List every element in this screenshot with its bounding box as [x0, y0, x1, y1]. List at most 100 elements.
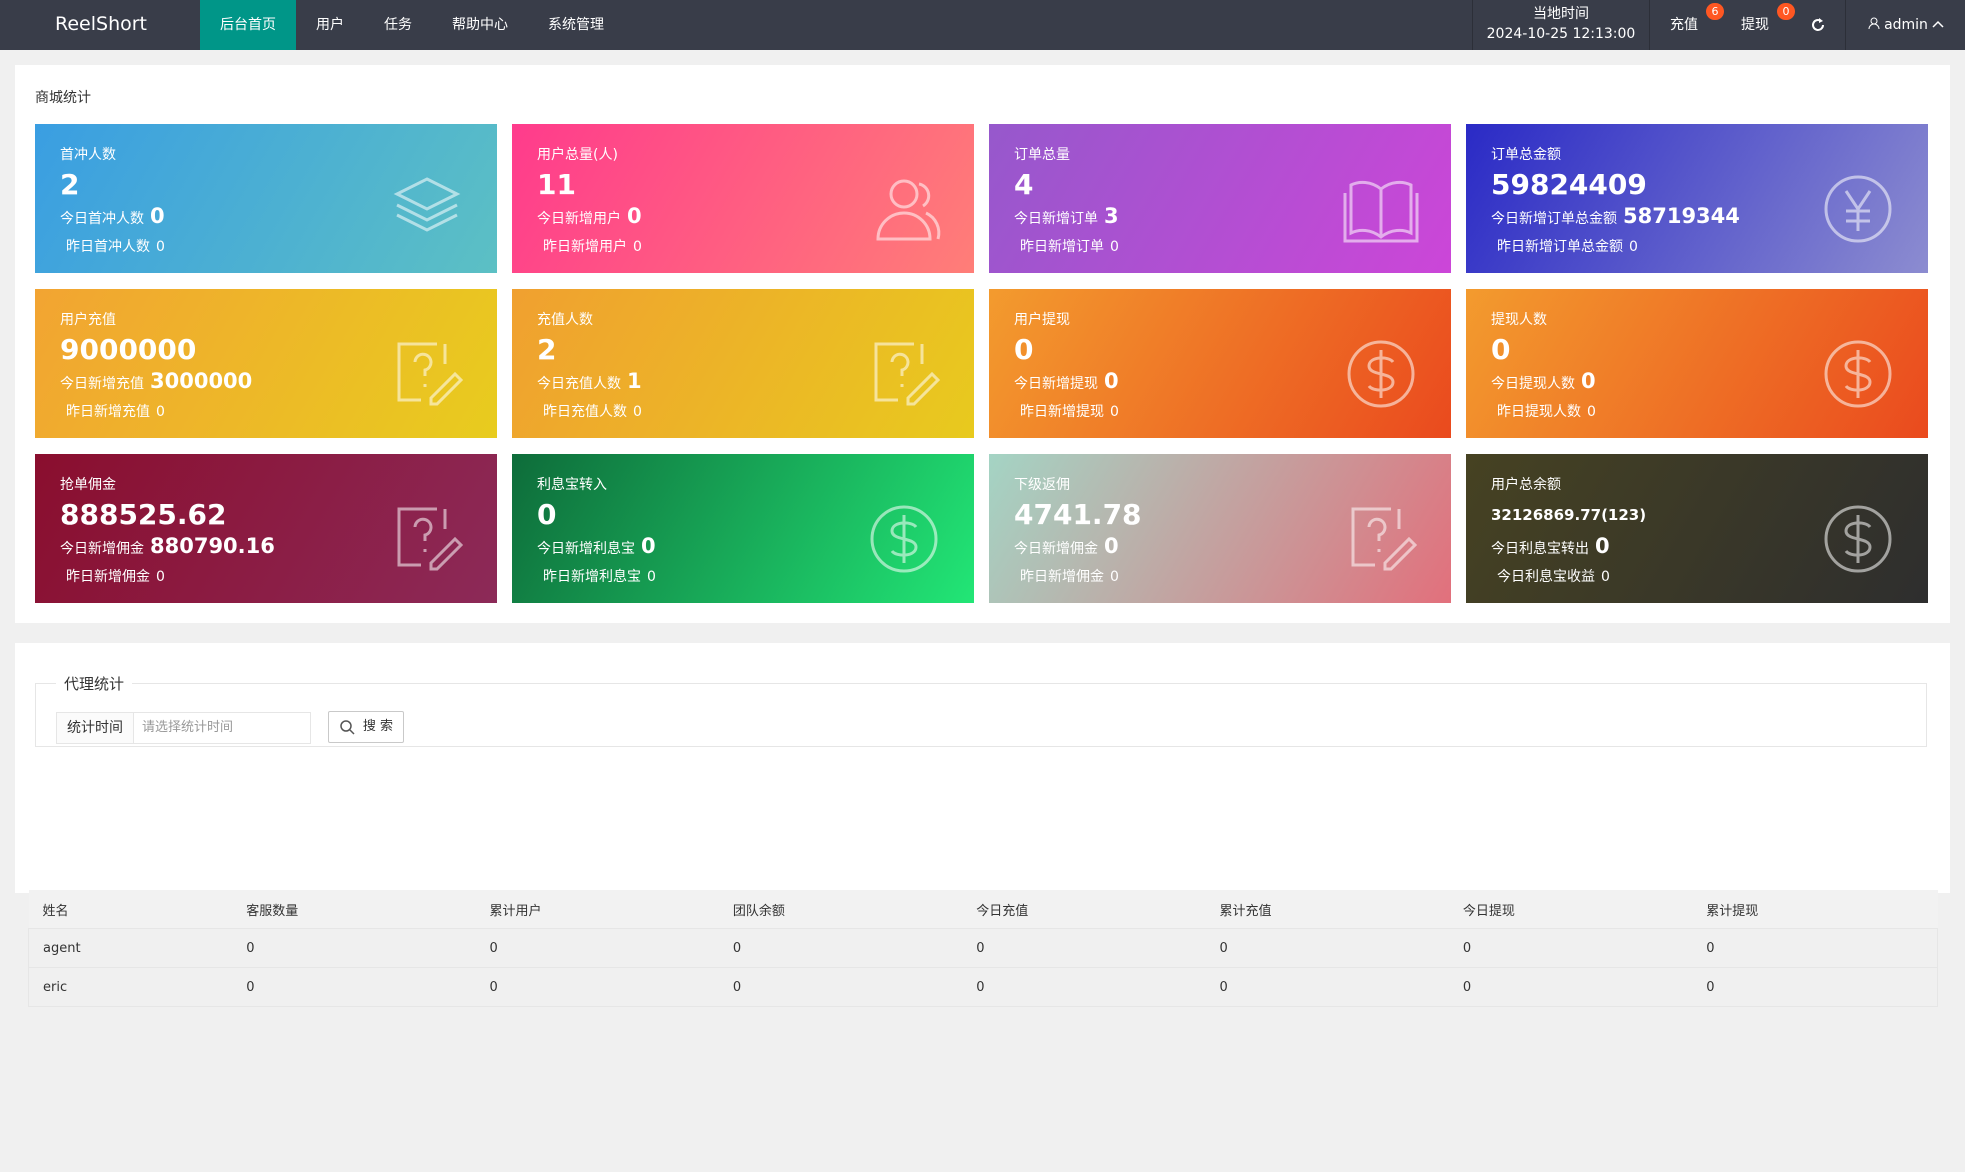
today-value: 880790.16: [150, 534, 275, 558]
card-value: 4: [1014, 168, 1034, 201]
table-cell: 0: [718, 928, 963, 968]
stat-card: 提现人数 0 今日提现人数 0 昨日提现人数 0: [1466, 289, 1928, 438]
today-value: 0: [627, 204, 642, 228]
today-row: 今日新增佣金 0: [1014, 534, 1119, 558]
search-label[interactable]: 搜 索: [362, 719, 393, 734]
card-value: 0: [1014, 333, 1034, 366]
column-header: 累计用户: [475, 890, 719, 929]
yesterday-label: 昨日新增佣金: [66, 569, 150, 585]
column-header: 今日充值: [962, 890, 1206, 929]
card-icon: [1824, 505, 1892, 573]
table-cell: agent: [28, 928, 233, 968]
yesterday-row: 昨日新增提现 0: [1014, 401, 1119, 421]
column-header: 累计充值: [1205, 890, 1449, 929]
user-menu[interactable]: admin: [1845, 0, 1965, 50]
card-value: 0: [537, 498, 557, 531]
badge: 0: [1777, 3, 1795, 20]
today-row: 今日新增利息宝 0: [537, 534, 656, 558]
nav-item[interactable]: 后台首页: [200, 0, 296, 50]
yesterday-label: 昨日提现人数: [1497, 404, 1581, 420]
card-title: 首冲人数: [60, 147, 116, 163]
yesterday-value: 0: [633, 404, 642, 420]
table-cell: 0: [962, 928, 1206, 968]
table-cell: 0: [1692, 967, 1938, 1007]
time: 2024-10-25 12:13:00: [1486, 26, 1636, 42]
card-value: 9000000: [60, 333, 197, 366]
stats-panel: 商城统计 首冲人数 2 今日首冲人数 0 昨日首冲人数 0 用户总量(人) 11 今日新增用户 0…: [15, 65, 1950, 623]
card-title: 提现人数: [1491, 312, 1547, 328]
today-label: 今日新增利息宝: [537, 541, 635, 557]
today-label: 今日提现人数: [1491, 376, 1575, 392]
nav: 后台首页 用户 任务 帮助中心 系统管理: [200, 0, 624, 50]
table-cell: 0: [232, 928, 476, 968]
yesterday-row: 昨日新增用户 0: [537, 236, 642, 256]
time-label: 当地时间: [1533, 6, 1589, 22]
today-row: 今日新增佣金 880790.16: [60, 534, 275, 558]
today-value: 0: [1581, 369, 1596, 393]
stat-card: 订单总量 4 今日新增订单 3 昨日新增订单 0: [989, 124, 1451, 273]
card-title: 订单总量: [1014, 147, 1070, 163]
card-icon: [1347, 340, 1415, 408]
card-title: 抢单佣金: [60, 477, 116, 493]
nav-item[interactable]: 系统管理: [548, 17, 604, 33]
stat-card: 订单总金额 59824409 今日新增订单总金额 58719344 昨日新增订单总金额 0: [1466, 124, 1928, 273]
date-input[interactable]: 请选择统计时间: [133, 712, 311, 744]
logo[interactable]: ReelShort: [55, 13, 147, 35]
table-cell: 0: [232, 967, 476, 1007]
today-label: 今日首冲人数: [60, 211, 144, 227]
table-cell: 0: [962, 967, 1206, 1007]
card-value: 2: [537, 333, 557, 366]
card-icon: [393, 177, 461, 232]
yesterday-value: 0: [1110, 404, 1119, 420]
table-cell: 0: [1692, 928, 1938, 968]
today-row: 今日新增订单 3: [1014, 204, 1119, 228]
yesterday-row: 昨日新增充值 0: [60, 401, 165, 421]
today-row: 今日新增充值 3000000: [60, 369, 252, 393]
yesterday-label: 昨日首冲人数: [66, 239, 150, 255]
card-title: 利息宝转入: [537, 477, 607, 493]
card-title: 用户总量(人): [537, 147, 618, 163]
yesterday-row: 昨日新增订单 0: [1014, 236, 1119, 256]
card-value: 2: [60, 168, 80, 201]
yesterday-row: 昨日充值人数 0: [537, 401, 642, 421]
filter: 代理统计 统计时间 请选择统计时间 搜 索: [35, 673, 1927, 747]
card-icon: [876, 179, 941, 241]
withdraw-label[interactable]: 提现: [1741, 17, 1769, 33]
stat-card: 利息宝转入 0 今日新增利息宝 0 昨日新增利息宝 0: [512, 454, 974, 603]
yesterday-label: 昨日新增提现: [1020, 404, 1104, 420]
yesterday-label: 今日利息宝收益: [1497, 569, 1595, 585]
legend: 代理统计: [64, 675, 125, 693]
yesterday-label: 昨日新增佣金: [1020, 569, 1104, 585]
withdraw[interactable]: 提现 0: [1741, 0, 1795, 50]
card-icon: [1824, 340, 1892, 408]
yesterday-value: 0: [156, 404, 165, 420]
user-name[interactable]: admin: [1884, 17, 1928, 33]
table-cell: 0: [1448, 967, 1693, 1007]
yesterday-label: 昨日新增订单总金额: [1497, 239, 1623, 255]
column-header: 姓名: [28, 890, 233, 929]
yesterday-value: 0: [1601, 569, 1610, 585]
table-cell: 0: [475, 967, 719, 1007]
yesterday-row: 昨日提现人数 0: [1491, 401, 1596, 421]
refresh[interactable]: [1810, 17, 1826, 33]
nav-item[interactable]: 用户: [316, 17, 344, 33]
yesterday-label: 昨日充值人数: [543, 404, 627, 420]
search-button[interactable]: 搜 索: [328, 711, 404, 743]
user-icon: [1868, 17, 1880, 30]
recharge[interactable]: 充值 6: [1670, 0, 1724, 50]
today-row: 今日提现人数 0: [1491, 369, 1596, 393]
nav-item[interactable]: 帮助中心: [452, 17, 508, 33]
recharge-label[interactable]: 充值: [1670, 17, 1698, 33]
yesterday-value: 0: [1110, 239, 1119, 255]
stat-card: 抢单佣金 888525.62 今日新增佣金 880790.16 昨日新增佣金 0: [35, 454, 497, 603]
today-label: 今日利息宝转出: [1491, 541, 1589, 557]
today-label: 今日新增用户: [537, 211, 621, 227]
card-icon: [1343, 180, 1419, 243]
card-value: 11: [537, 168, 576, 201]
filter-label: 统计时间: [56, 712, 134, 744]
today-value: 3: [1104, 204, 1119, 228]
table-cell: 0: [1448, 928, 1693, 968]
today-label: 今日充值人数: [537, 376, 621, 392]
nav-item[interactable]: 任务: [384, 17, 412, 33]
badge: 6: [1706, 3, 1724, 20]
